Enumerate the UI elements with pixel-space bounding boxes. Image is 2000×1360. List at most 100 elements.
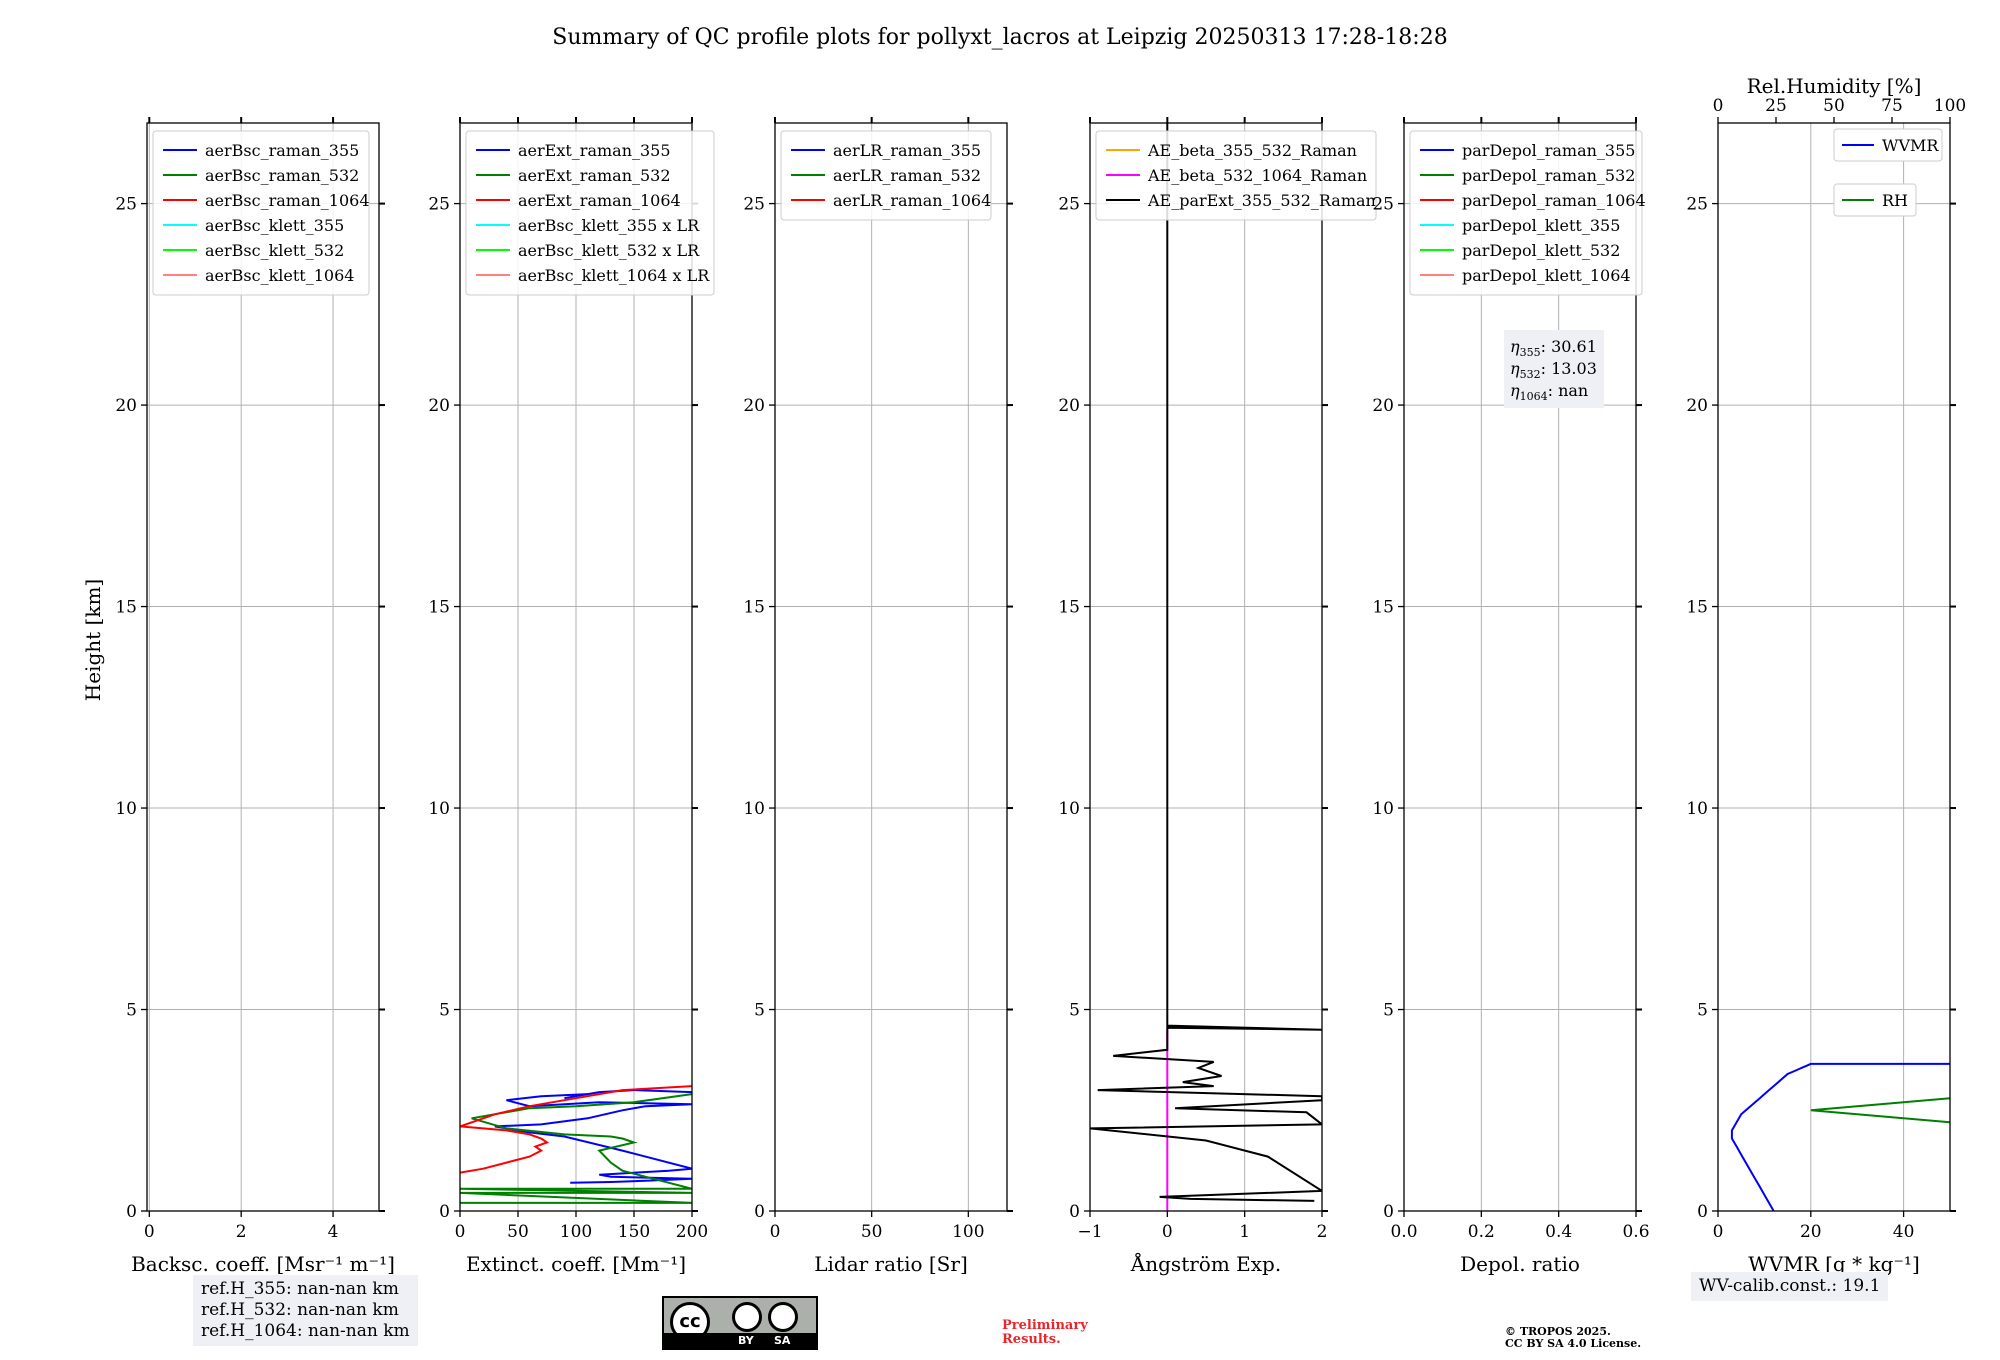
- y-tick-label: 10: [428, 799, 450, 819]
- x-tick-label: 40: [1893, 1222, 1915, 1242]
- y-tick-label: 15: [1058, 598, 1080, 618]
- legend: AE_beta_355_532_Raman AE_beta_532_1064_Ra…: [1095, 130, 1377, 221]
- axes-frame: [774, 122, 1008, 1212]
- x-tick-label: 0: [455, 1222, 466, 1242]
- x-tick-label: 200: [676, 1222, 708, 1242]
- y-tick-label: 0: [1697, 1202, 1708, 1222]
- y-tick-label: 0: [1383, 1202, 1394, 1222]
- x-axis-label: Depol. ratio: [1460, 1252, 1580, 1276]
- x2-tick-label: 75: [1881, 96, 1903, 116]
- y-tick-label: 0: [439, 1202, 450, 1222]
- axes-frame: [1089, 122, 1323, 1212]
- axes-frame: [1717, 122, 1951, 1212]
- wv-calibration-constant: WV-calib.const.: 19.1: [1699, 1276, 1881, 1296]
- legend-label: parDepol_raman_355: [1462, 141, 1635, 160]
- panel-3: 0 5 10 15 20 25 0 50 100 Lidar ratio [Sr] aerLR_ra…: [743, 117, 1013, 1276]
- legend: aerBsc_raman_355 aerBsc_raman_532 aerBsc_r…: [152, 130, 370, 296]
- wv-calibration-box: WV-calib.const.: 19.1: [1691, 1272, 1889, 1301]
- y-tick-label: 15: [428, 598, 450, 618]
- axes-frame: [1403, 122, 1637, 1212]
- panel-1: 0 5 10 15 20 25 0 2 4 Backsc. coeff. [Msr⁻¹ m⁻¹] a…: [115, 117, 395, 1276]
- x2-axis-label: Rel.Humidity [%]: [1747, 74, 1922, 98]
- y-tick-label: 25: [1686, 195, 1708, 215]
- x2-tick-label: 0: [1713, 96, 1724, 116]
- eta-532: η532: 13.03: [1510, 359, 1597, 381]
- ref-height-532: ref.H_532: nan-nan km: [201, 1300, 399, 1320]
- x-tick-label: 0.0: [1390, 1222, 1417, 1242]
- legend-label: aerBsc_raman_355: [205, 141, 359, 160]
- axes-frame: [146, 122, 380, 1212]
- x-tick-label: 0: [770, 1222, 781, 1242]
- y-tick-label: 0: [754, 1202, 765, 1222]
- x2-tick-label: 100: [1934, 96, 1966, 116]
- x-tick-label: 0.6: [1622, 1222, 1649, 1242]
- y-tick-label: 20: [115, 396, 137, 416]
- y-tick-label: 25: [1372, 195, 1394, 215]
- y-axis-label: Height [km]: [81, 579, 105, 701]
- reference-height-box: ref.H_355: nan-nan km ref.H_532: nan-nan…: [193, 1275, 418, 1346]
- legend-rh: RH: [1833, 183, 1917, 217]
- x-tick-label: 0: [1713, 1222, 1724, 1242]
- figure-title: Summary of QC profile plots for pollyxt_…: [552, 25, 1447, 50]
- legend-label: AE_beta_532_1064_Raman: [1147, 166, 1367, 185]
- x-tick-label: 0.4: [1545, 1222, 1572, 1242]
- series-line-ae-parext-355-532-raman: [1090, 123, 1322, 1202]
- legend-label: aerExt_raman_1064: [518, 191, 681, 210]
- y-tick-label: 5: [754, 1001, 765, 1021]
- person-icon: [732, 1302, 762, 1332]
- y-tick-label: 5: [1383, 1001, 1394, 1021]
- legend-label: aerBsc_klett_532: [205, 241, 344, 260]
- series-line-aerext-raman-532: [460, 1093, 692, 1204]
- y-tick-label: 15: [115, 598, 137, 618]
- series-line-rh: [1810, 1097, 1950, 1124]
- legend-box: [465, 130, 715, 296]
- panel-5: 0 5 10 15 20 25 0.0 0.2 0.4 0.6 Depol. ratio parDep…: [1372, 117, 1650, 1276]
- panel-2: 0 5 10 15 20 25 0 50 100 150 200 Extinct. coeff. [M…: [428, 117, 715, 1276]
- y-tick-label: 10: [1372, 799, 1394, 819]
- legend-label: parDepol_klett_355: [1462, 216, 1620, 235]
- legend-label: aerLR_raman_355: [833, 141, 981, 160]
- x-tick-label: 100: [952, 1222, 984, 1242]
- y-tick-label: 25: [428, 195, 450, 215]
- legend-label: aerExt_raman_355: [518, 141, 671, 160]
- y-tick-label: 20: [743, 396, 765, 416]
- y-tick-label: 20: [428, 396, 450, 416]
- y-tick-label: 5: [1069, 1001, 1080, 1021]
- y-tick-label: 20: [1058, 396, 1080, 416]
- y-tick-label: 0: [126, 1202, 137, 1222]
- share-alike-icon: [768, 1302, 798, 1332]
- x-tick-label: 50: [861, 1222, 883, 1242]
- legend-label: aerBsc_klett_532 x LR: [518, 241, 700, 260]
- x-axis-label: Lidar ratio [Sr]: [814, 1252, 968, 1276]
- ref-height-355: ref.H_355: nan-nan km: [201, 1279, 399, 1299]
- y-tick-label: 15: [743, 598, 765, 618]
- x-tick-label: 4: [328, 1222, 339, 1242]
- legend-label: aerBsc_klett_355: [205, 216, 344, 235]
- legend: aerLR_raman_355 aerLR_raman_532 aerLR_rama…: [780, 130, 992, 221]
- legend-wvmr: WVMR: [1833, 128, 1943, 162]
- series-line-wvmr: [1730, 1062, 1950, 1211]
- x2-tick-label: 50: [1823, 96, 1845, 116]
- y-tick-label: 10: [1686, 799, 1708, 819]
- series-line-aerext-raman-1064: [460, 1085, 692, 1174]
- copyright-note: © TROPOS 2025. CC BY SA 4.0 License.: [1505, 1325, 1642, 1350]
- legend-box: [780, 130, 992, 221]
- legend-label: aerLR_raman_532: [833, 166, 981, 185]
- x-tick-label: 1: [1239, 1222, 1250, 1242]
- legend-label: AE_parExt_355_532_Raman: [1147, 191, 1376, 210]
- legend-label: parDepol_raman_1064: [1462, 191, 1646, 210]
- y-tick-label: 5: [1697, 1001, 1708, 1021]
- y-tick-label: 10: [743, 799, 765, 819]
- y-tick-label: 5: [126, 1001, 137, 1021]
- y-tick-label: 15: [1372, 598, 1394, 618]
- x-tick-label: −1: [1077, 1222, 1102, 1242]
- x-axis-label: Backsc. coeff. [Msr⁻¹ m⁻¹]: [131, 1252, 395, 1276]
- legend-label: AE_beta_355_532_Raman: [1147, 141, 1357, 160]
- preliminary-note: Preliminary Results.: [1002, 1318, 1088, 1347]
- x-tick-label: 2: [1317, 1222, 1328, 1242]
- y-tick-label: 25: [1058, 195, 1080, 215]
- x-tick-label: 2: [236, 1222, 247, 1242]
- legend-box: [152, 130, 370, 296]
